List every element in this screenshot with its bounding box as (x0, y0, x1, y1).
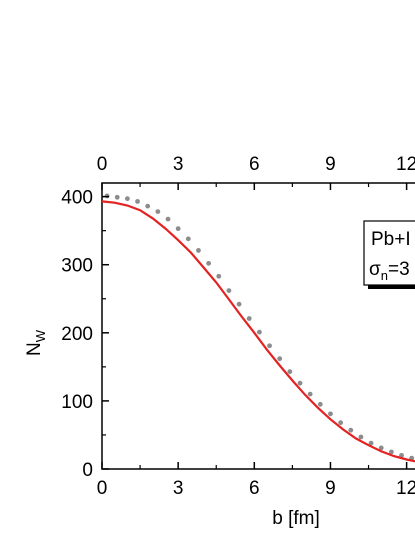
scatter-point (348, 427, 354, 433)
top-tick-label: 0 (97, 154, 108, 175)
scatter-point (246, 316, 252, 321)
y-axis-label-sub: W (33, 329, 48, 342)
plot-frame (101, 182, 415, 470)
scatter-point (388, 449, 394, 455)
y-tick-label: 0 (82, 460, 93, 481)
scatter-point (368, 440, 374, 446)
legend-sigma: σ (369, 259, 381, 280)
legend-sigma-sub: n (381, 268, 388, 283)
scatter-point (165, 216, 171, 222)
top-tick-label: 6 (249, 154, 260, 175)
plot-area (101, 182, 415, 470)
legend-box (363, 220, 415, 286)
scatter-point (287, 369, 293, 375)
y-tick-label: 400 (61, 188, 93, 209)
top-tick-label: 3 (173, 154, 184, 175)
scatter-point (277, 356, 283, 362)
scatter-point (378, 445, 384, 451)
scatter-point (216, 273, 222, 279)
scatter-point (226, 288, 232, 293)
legend-line-1: Pb+I (371, 229, 411, 250)
y-axis-label-main: N (24, 342, 45, 356)
x-axis-label: b [fm] (272, 508, 320, 529)
x-tick-label: 12 (396, 478, 415, 499)
scatter-point (155, 209, 161, 215)
scatter-point (114, 194, 120, 200)
top-tick-label: 9 (325, 154, 336, 175)
scatter-point (206, 260, 212, 266)
scatter-point (196, 248, 201, 253)
x-tick-label: 0 (97, 478, 108, 499)
scatter-series (104, 193, 415, 461)
mean-curve (101, 200, 415, 463)
legend-line-2: σn=3 (369, 259, 410, 283)
scatter-point (175, 226, 181, 232)
legend: Pb+I σn=3 (363, 220, 415, 289)
y-tick-label: 200 (61, 324, 93, 345)
legend-sigma-value: =3 (388, 259, 410, 280)
x-tick-label: 3 (173, 478, 184, 499)
x-axis-ticks: 0 3 6 9 12 (97, 462, 415, 499)
y-tick-label: 100 (61, 392, 93, 413)
y-axis-label: NW (24, 329, 48, 356)
scatter-point (307, 391, 313, 397)
y-tick-label: 300 (61, 256, 93, 277)
scatter-point (267, 343, 272, 349)
svg-text:NW: NW (24, 329, 48, 356)
scatter-point (399, 452, 404, 458)
top-tick-label: 12 (396, 154, 415, 175)
scatter-point (124, 196, 130, 202)
scatter-point (338, 420, 344, 426)
scatter-point (236, 301, 242, 307)
x-tick-label: 6 (249, 478, 260, 499)
scatter-point (317, 401, 323, 407)
line-series (101, 200, 415, 463)
y-axis-ticks: 0 100 200 300 400 (61, 188, 109, 481)
scatter-point (358, 434, 364, 440)
scatter-point (145, 203, 151, 209)
scatter-point (185, 236, 191, 242)
x-tick-label: 9 (325, 478, 336, 499)
scatter-point (328, 411, 333, 417)
scatter-point (297, 380, 303, 386)
top-axis-ticks: 0 3 6 9 12 (97, 154, 415, 190)
scatter-point (135, 198, 140, 204)
scatter-point (256, 329, 262, 335)
